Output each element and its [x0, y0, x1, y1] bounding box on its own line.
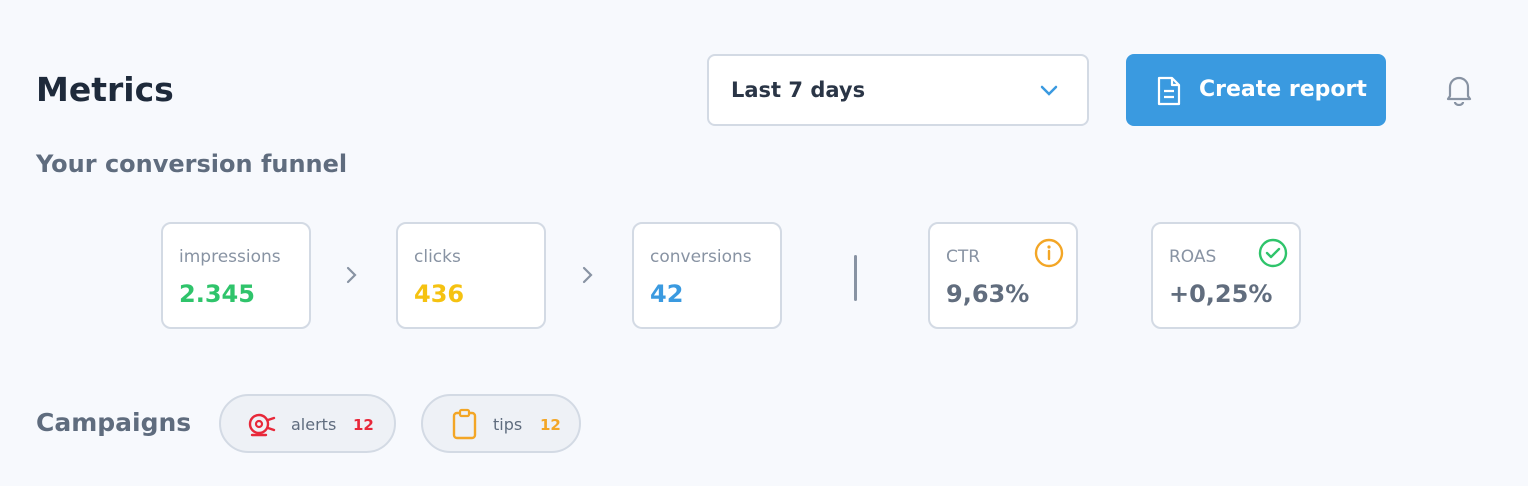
tips-chip[interactable]: tips 12: [421, 394, 581, 453]
metric-label: impressions: [179, 247, 281, 267]
chip-count: 12: [353, 416, 374, 434]
metric-label: CTR: [946, 247, 981, 267]
notification-bell[interactable]: [1444, 74, 1474, 106]
metric-card: clicks 436: [396, 222, 546, 329]
divider: [854, 255, 857, 301]
chevron-icon: [1040, 85, 1058, 96]
date-dropdown[interactable]: Last 7 days: [707, 54, 1089, 126]
metric-value: 436: [414, 280, 465, 308]
chip-count: 12: [540, 416, 561, 434]
funnel-title: Your conversion funnel: [36, 150, 348, 178]
campaigns-title: Campaigns: [36, 408, 192, 437]
metric-value: 42: [650, 280, 684, 308]
info-icon: [1034, 238, 1064, 268]
arrow-icon: [346, 266, 357, 284]
metric-card: ROAS +0,25%: [1151, 222, 1301, 329]
metric-value: +0,25%: [1169, 280, 1273, 308]
clipboard-icon: [452, 408, 477, 440]
button-label: Create report: [1199, 77, 1367, 102]
metric-card: conversions 42: [632, 222, 782, 329]
create-report-button[interactable]: Create report: [1126, 54, 1386, 126]
metric-label: ROAS: [1169, 247, 1217, 267]
chip-label: tips: [493, 415, 523, 434]
page-title: Metrics: [36, 70, 174, 109]
metric-label: conversions: [650, 247, 752, 267]
alerts-chip[interactable]: alerts 12: [219, 394, 396, 453]
chip-label: alerts: [291, 415, 337, 434]
check-icon: [1258, 238, 1288, 268]
dropdown-label: Last 7 days: [731, 78, 866, 102]
report-icon: [1157, 76, 1181, 106]
metric-value: 2.345: [179, 280, 255, 308]
metric-value: 9,63%: [946, 280, 1030, 308]
arrow-icon: [582, 266, 593, 284]
metric-card: CTR 9,63%: [928, 222, 1078, 329]
metric-label: clicks: [414, 247, 461, 267]
alarm-icon: [248, 413, 276, 437]
metric-card: impressions 2.345: [161, 222, 311, 329]
